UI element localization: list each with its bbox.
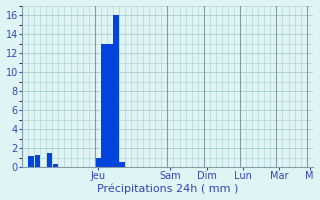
Bar — [28, 156, 34, 167]
Bar — [101, 44, 107, 167]
X-axis label: Précipitations 24h ( mm ): Précipitations 24h ( mm ) — [97, 184, 238, 194]
Bar — [113, 15, 119, 167]
Bar — [47, 153, 52, 167]
Bar — [53, 164, 58, 167]
Bar — [107, 44, 113, 167]
Bar — [95, 158, 100, 167]
Bar — [119, 162, 125, 167]
Bar — [35, 155, 40, 167]
